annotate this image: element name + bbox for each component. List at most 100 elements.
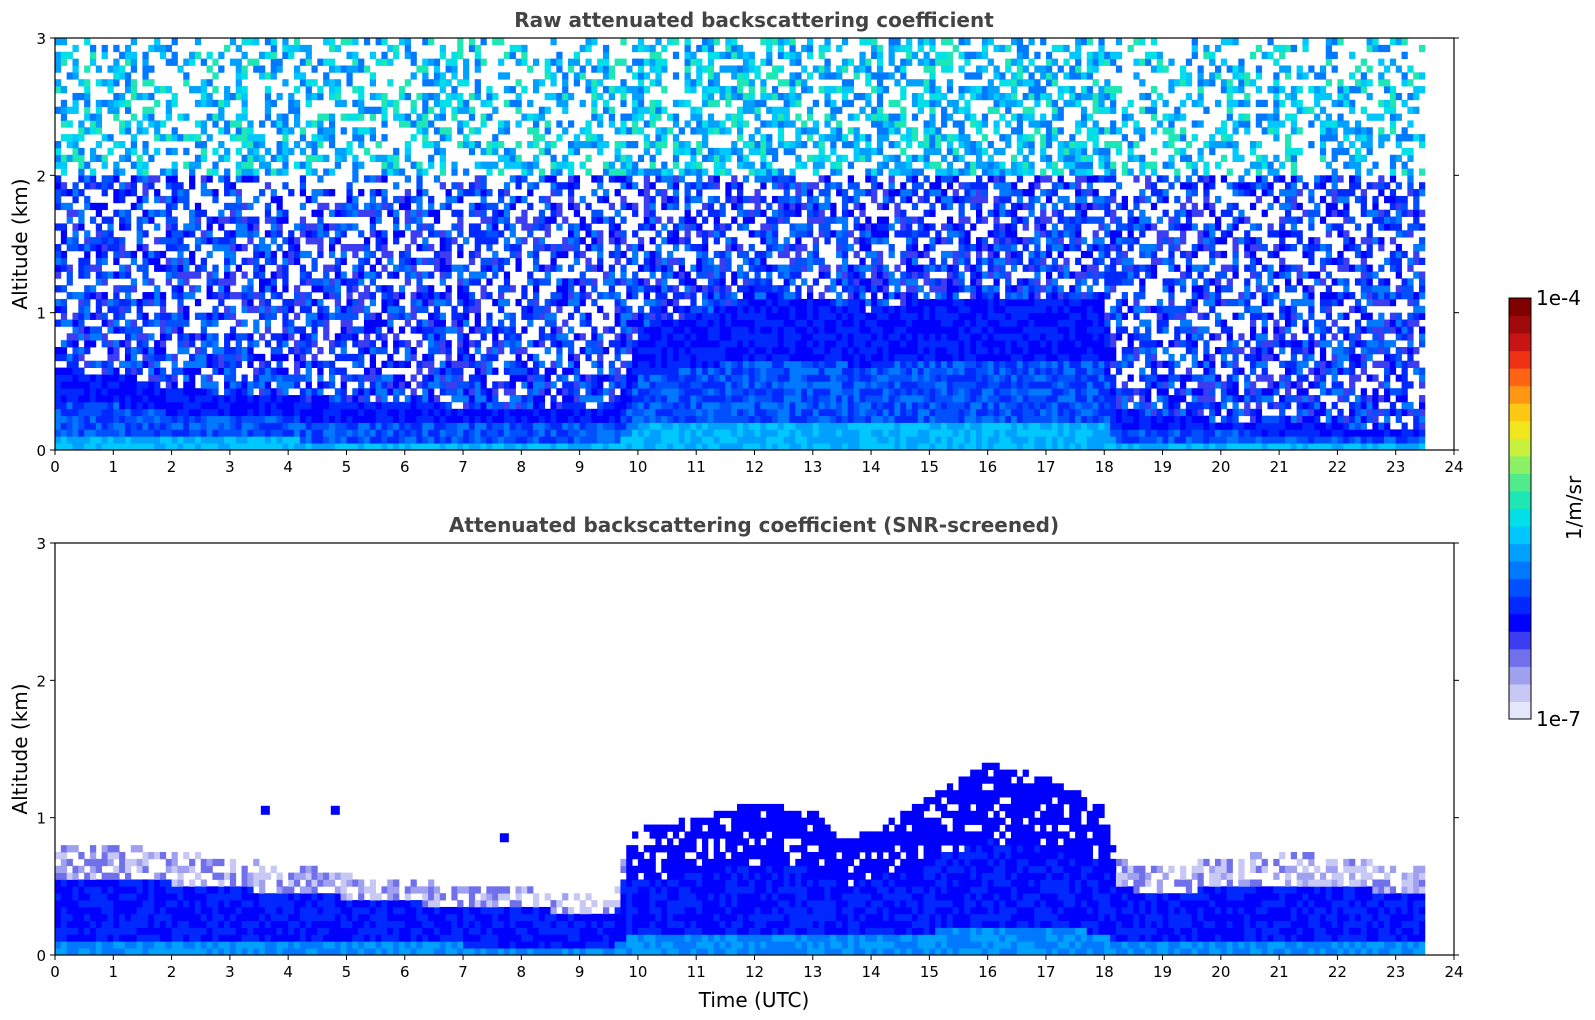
colorbar-step xyxy=(1509,648,1531,667)
x-tick-label: 16 xyxy=(978,963,997,981)
x-tick-label: 15 xyxy=(920,963,939,981)
x-tick-label: 10 xyxy=(628,458,647,476)
heatmap-raw xyxy=(55,38,1426,450)
x-tick-label: 2 xyxy=(167,963,177,981)
colorbar-step xyxy=(1509,298,1531,317)
panel-2-title: Attenuated backscattering coefficient (S… xyxy=(449,513,1059,537)
heatmap-screened xyxy=(55,762,1426,955)
colorbar-step xyxy=(1509,543,1531,562)
panel-raw: Raw attenuated backscattering coefficien… xyxy=(8,8,1464,476)
x-tick-label: 7 xyxy=(458,458,468,476)
x-tick-label: 13 xyxy=(803,458,822,476)
colorbar-step xyxy=(1509,403,1531,422)
colorbar-step xyxy=(1509,455,1531,474)
x-tick-label: 22 xyxy=(1328,458,1347,476)
colorbar-step xyxy=(1509,490,1531,509)
colorbar-frame xyxy=(1508,297,1532,720)
x-tick-label: 20 xyxy=(1211,963,1230,981)
panel-1-y-ticks: 0 1 2 3 xyxy=(36,30,1459,460)
y-tick-label: 1 xyxy=(36,305,46,323)
x-tick-label: 4 xyxy=(283,963,293,981)
x-tick-label: 9 xyxy=(575,458,585,476)
x-tick-label: 0 xyxy=(50,963,60,981)
y-tick-label: 0 xyxy=(36,442,46,460)
y-tick-label: 2 xyxy=(36,672,46,690)
isolated-feature xyxy=(499,833,509,843)
x-tick-label: 15 xyxy=(920,458,939,476)
colorbar-step xyxy=(1509,438,1531,457)
colorbar-step xyxy=(1509,368,1531,387)
x-tick-label: 17 xyxy=(1036,458,1055,476)
x-tick-label: 22 xyxy=(1328,963,1347,981)
colorbar-step xyxy=(1509,683,1531,702)
x-tick-label: 16 xyxy=(978,458,997,476)
x-tick-label: 23 xyxy=(1386,458,1405,476)
y-tick-label: 1 xyxy=(36,810,46,828)
colorbar-max-label: 1e-4 xyxy=(1536,286,1581,310)
x-tick-label: 17 xyxy=(1036,963,1055,981)
colorbar-step xyxy=(1509,315,1531,334)
x-tick-label: 7 xyxy=(458,963,468,981)
isolated-feature xyxy=(330,805,340,815)
colorbar-step xyxy=(1509,333,1531,352)
x-tick-label: 5 xyxy=(342,458,352,476)
x-axis-label: Time (UTC) xyxy=(698,988,810,1012)
panel-screened: Attenuated backscattering coefficient (S… xyxy=(8,513,1464,1012)
x-tick-label: 19 xyxy=(1153,458,1172,476)
colorbar-step xyxy=(1509,596,1531,615)
y-tick-label: 3 xyxy=(36,30,46,48)
colorbar-step xyxy=(1509,666,1531,685)
colorbar-unit-label: 1/m/sr xyxy=(1562,475,1586,540)
x-tick-label: 24 xyxy=(1444,963,1463,981)
colorbar-step xyxy=(1509,631,1531,650)
isolated-feature xyxy=(260,805,270,815)
x-tick-label: 2 xyxy=(167,458,177,476)
x-tick-label: 3 xyxy=(225,963,235,981)
colorbar-scale xyxy=(1509,298,1531,720)
x-tick-label: 18 xyxy=(1095,963,1114,981)
colorbar-step xyxy=(1509,420,1531,439)
panel-1-title: Raw attenuated backscattering coefficien… xyxy=(514,8,994,32)
colorbar-step xyxy=(1509,350,1531,369)
colorbar-step xyxy=(1509,578,1531,597)
x-tick-label: 24 xyxy=(1444,458,1463,476)
colorbar-step xyxy=(1509,526,1531,545)
x-tick-label: 14 xyxy=(862,963,881,981)
x-tick-label: 21 xyxy=(1270,963,1289,981)
x-tick-label: 19 xyxy=(1153,963,1172,981)
x-tick-label: 3 xyxy=(225,458,235,476)
x-tick-label: 23 xyxy=(1386,963,1405,981)
colorbar-step xyxy=(1509,508,1531,527)
colorbar-step xyxy=(1509,613,1531,632)
x-tick-label: 18 xyxy=(1095,458,1114,476)
colorbar-step xyxy=(1509,385,1531,404)
x-tick-label: 11 xyxy=(687,458,706,476)
y-tick-label: 0 xyxy=(36,947,46,965)
panel-2-y-ticks: 0 1 2 3 xyxy=(36,535,1459,965)
x-tick-label: 6 xyxy=(400,963,410,981)
x-tick-label: 8 xyxy=(517,458,527,476)
y-tick-label: 3 xyxy=(36,535,46,553)
colorbar-step xyxy=(1509,561,1531,580)
x-tick-label: 20 xyxy=(1211,458,1230,476)
panel-1-y-label: Altitude (km) xyxy=(8,178,32,309)
x-tick-label: 6 xyxy=(400,458,410,476)
x-tick-label: 13 xyxy=(803,963,822,981)
x-tick-label: 10 xyxy=(628,963,647,981)
x-tick-label: 5 xyxy=(342,963,352,981)
colorbar-min-label: 1e-7 xyxy=(1536,707,1581,731)
colorbar: 1e-4 1e-7 1/m/sr xyxy=(1508,286,1586,731)
panel-2-y-label: Altitude (km) xyxy=(8,683,32,814)
x-tick-label: 4 xyxy=(283,458,293,476)
colorbar-step xyxy=(1509,473,1531,492)
x-tick-label: 0 xyxy=(50,458,60,476)
x-tick-label: 21 xyxy=(1270,458,1289,476)
x-tick-label: 14 xyxy=(862,458,881,476)
x-tick-label: 8 xyxy=(517,963,527,981)
x-tick-label: 1 xyxy=(109,963,119,981)
x-tick-label: 1 xyxy=(109,458,119,476)
panel-2-x-ticks: 0 1 2 3 4 5 6 7 8 9 10 11 12 13 14 15 16 17 18 19 20 21 22 23 24 xyxy=(50,955,1464,981)
x-tick-label: 12 xyxy=(745,963,764,981)
x-tick-label: 9 xyxy=(575,963,585,981)
